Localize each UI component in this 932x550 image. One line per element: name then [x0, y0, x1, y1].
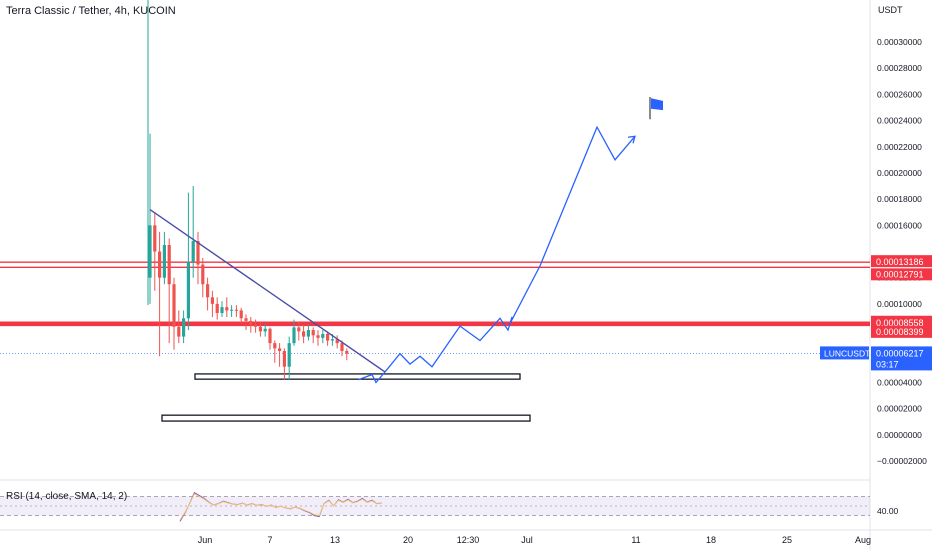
price-tick-label: 0.00000000 [877, 430, 922, 440]
chart-title: Terra Classic / Tether, 4h, KUCOIN [6, 5, 176, 17]
candle-body [254, 324, 258, 327]
time-tick-label: 13 [330, 535, 340, 545]
level-price-badge [871, 315, 932, 328]
candle-body [182, 318, 186, 337]
candle-body [191, 241, 195, 262]
horizontal-levels [0, 261, 870, 354]
price-tick-label: 0.00010000 [877, 299, 922, 309]
candle-body [162, 244, 166, 278]
price-tick-label: 0.00004000 [877, 377, 922, 387]
candle-body [278, 348, 282, 352]
current-price-label: 0.00006217 [876, 348, 924, 358]
candle-body [196, 241, 200, 265]
candle-body [302, 331, 306, 337]
time-axis[interactable]: Jun 7 13 20 12:30 Jul 11 18 25 Aug [198, 535, 871, 545]
trendline [149, 209, 386, 373]
candle-body [287, 343, 291, 367]
candle-body [258, 326, 262, 332]
candle-body [239, 310, 243, 319]
candle-body [263, 328, 267, 332]
projection-arrowhead [627, 135, 636, 144]
rsi-sma-line [179, 493, 382, 521]
candle-body [311, 330, 315, 336]
level-price-badge [871, 268, 932, 281]
candle-body [206, 284, 210, 298]
candle-body [153, 225, 157, 252]
candle-body [186, 261, 190, 319]
support-boxes [161, 373, 531, 422]
candle-body [297, 327, 301, 332]
candle-body [234, 309, 238, 311]
flag-icon [651, 98, 663, 111]
candle-body [210, 297, 214, 304]
price-tick-label: 0.00030000 [877, 37, 922, 47]
candle-body [316, 335, 320, 338]
symbol-badge [820, 346, 869, 360]
time-tick-label: Jun [198, 535, 213, 545]
price-tick-label: 0.00016000 [877, 220, 922, 230]
candle-body [201, 264, 205, 285]
price-tick-label: 0.00018000 [877, 194, 922, 204]
rsi-title: RSI (14, close, SMA, 14, 2) [6, 491, 128, 502]
level-price-label: 0.00013186 [876, 257, 924, 267]
axis-unit: USDT [878, 5, 903, 15]
level-price-label: 0.00012791 [876, 269, 924, 279]
candle-body [244, 318, 248, 321]
candle-body [172, 284, 176, 327]
projection-wiggle [357, 371, 386, 384]
time-tick-label: Jul [521, 535, 533, 545]
candle-body [335, 339, 339, 344]
time-tick-label: 20 [403, 535, 413, 545]
price-tick-label: 0.00026000 [877, 89, 922, 99]
time-tick-label: 18 [706, 535, 716, 545]
candle-body [215, 303, 219, 314]
support-box [194, 373, 521, 380]
candle-body [177, 326, 181, 337]
price-tick-label: 0.00022000 [877, 142, 922, 152]
countdown-label: 03:17 [876, 359, 899, 369]
price-tick-label: 0.00002000 [877, 404, 922, 414]
level-price-badge [871, 255, 932, 268]
candle-body [249, 320, 253, 325]
candle-body [220, 307, 224, 314]
candle-body [345, 351, 349, 354]
candle-body [158, 251, 162, 278]
level-price-label: 0.00008399 [876, 327, 924, 337]
candle-body [273, 343, 277, 349]
candle-body [306, 330, 310, 337]
candle-body [230, 309, 234, 311]
candlestick-series [147, 0, 349, 380]
candle-body [340, 343, 344, 352]
projection-path [384, 125, 636, 373]
level-price-badge [871, 325, 932, 338]
rsi-tick-label: 40.00 [877, 506, 899, 516]
time-tick-label: 7 [267, 535, 272, 545]
drawings [149, 96, 663, 384]
time-tick-label: Aug [855, 535, 871, 545]
price-tick-label: 0.00028000 [877, 63, 922, 73]
current-price-badge [871, 346, 932, 371]
price-tick-label: −0.00002000 [877, 456, 927, 466]
candle-body [167, 244, 171, 285]
time-tick-label: 12:30 [457, 535, 480, 545]
level-price-label: 0.00008558 [876, 318, 924, 328]
rsi-pane [0, 491, 870, 522]
price-axis[interactable]: 0.00030000 0.00028000 0.00026000 0.00024000… [820, 37, 932, 516]
candle-body [326, 333, 330, 341]
candle-body [321, 333, 325, 338]
time-tick-label: 25 [782, 535, 792, 545]
support-box [161, 414, 531, 422]
symbol-label: LUNCUSDT [824, 348, 870, 358]
candle-body [268, 328, 272, 344]
price-tick-label: 0.00020000 [877, 168, 922, 178]
candle-body [330, 339, 334, 341]
candle-body [282, 351, 286, 367]
candle-body [148, 225, 152, 278]
candle-body [225, 307, 229, 311]
time-tick-label: 11 [631, 535, 640, 545]
candle-body [292, 327, 296, 344]
price-tick-label: 0.00024000 [877, 116, 922, 126]
